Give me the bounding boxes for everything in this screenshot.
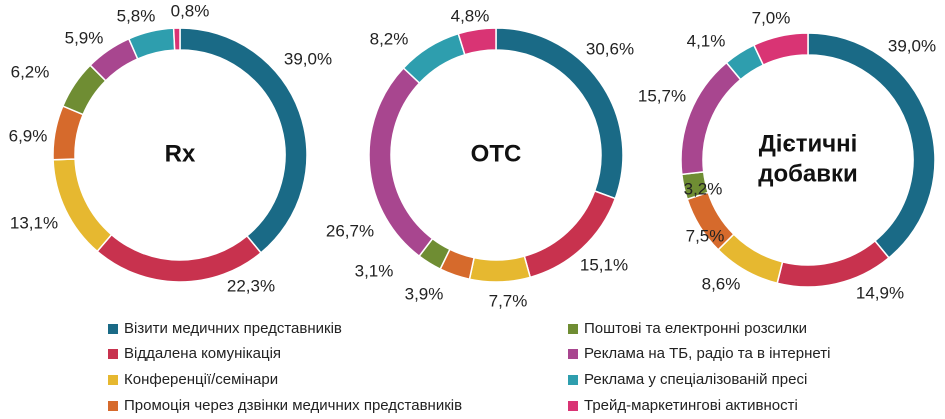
legend-item-trade-marketing: Трейд-маркетингові активності (568, 397, 798, 414)
legend-item-conferences: Конференції/семінари (108, 371, 278, 388)
donut-slice (52, 158, 113, 253)
data-label: 4,8% (451, 6, 490, 25)
data-label: 8,6% (702, 274, 741, 293)
legend-swatch (108, 323, 118, 334)
data-label: 3,1% (355, 261, 394, 280)
data-label: 6,9% (9, 126, 48, 145)
data-label: 3,2% (684, 179, 723, 198)
legend-swatch (568, 323, 578, 334)
legend-swatch (108, 348, 118, 359)
donut-slice (52, 105, 85, 161)
legend-label: Промоція через дзвінки медичних представ… (124, 397, 463, 414)
data-label: 0,8% (171, 1, 210, 20)
data-label: 39,0% (284, 49, 332, 68)
legend-label: Реклама у спеціалізованій пресі (584, 371, 808, 388)
legend-swatch (568, 400, 578, 411)
data-label: 13,1% (10, 213, 58, 232)
chart-title: Дієтичні (759, 130, 858, 157)
data-label: 7,0% (752, 8, 791, 27)
donut-slice (468, 255, 532, 283)
chart-title: Rx (165, 140, 196, 167)
data-label: 15,1% (580, 255, 628, 274)
data-label: 3,9% (405, 284, 444, 303)
legend-item-specialized-press: Реклама у спеціалізованій пресі (568, 371, 807, 388)
legend-item-tv-radio-internet: Реклама на ТБ, радіо та в інтернеті (568, 345, 830, 362)
data-label: 15,7% (638, 86, 686, 105)
donut-slice (752, 32, 809, 66)
legend-label: Конференції/семінари (124, 371, 279, 388)
data-label: 6,2% (11, 62, 50, 81)
legend-label: Віддалена комунікація (124, 345, 282, 362)
donut-chart-3: 39,0% 14,9% 8,6% 7,5% 3,2% 15,7% 4,1% 7,0% Дієти… (638, 8, 936, 302)
data-label: 30,6% (586, 39, 634, 58)
donut-slice (127, 27, 176, 60)
donut-slice (96, 233, 263, 283)
data-label: 5,8% (117, 6, 156, 25)
donut-chart-2: 30,6% 15,1% 7,7% 3,9% 3,1% 26,7% 8,2% 4,8% OTC (326, 6, 634, 310)
legend-label: Візити медичних представників (124, 320, 342, 337)
data-label: 8,2% (370, 29, 409, 48)
donut-slice (368, 66, 434, 258)
legend-swatch (108, 400, 118, 411)
data-label: 14,9% (856, 283, 904, 302)
donut-slice (457, 27, 497, 56)
legend-item-rep-calls: Промоція через дзвінки медичних представ… (108, 397, 462, 414)
donut-slice (680, 61, 742, 176)
legend-swatch (568, 374, 578, 385)
data-label: 39,0% (888, 36, 936, 55)
legend-item-remote-communication: Віддалена комунікація (108, 345, 281, 362)
data-label: 4,1% (687, 31, 726, 50)
legend-label: Реклама на ТБ, радіо та в інтернеті (584, 345, 831, 362)
legend-item-medical-reps: Візити медичних представників (108, 320, 342, 337)
data-label: 5,9% (65, 28, 104, 47)
legend-swatch (108, 374, 118, 385)
donut-slice (172, 27, 181, 51)
data-label: 7,7% (489, 291, 528, 310)
data-label: 22,3% (227, 276, 275, 295)
legend-label: Поштові та електронні розсилки (584, 320, 807, 337)
legend-swatch (568, 348, 578, 359)
data-label: 26,7% (326, 221, 374, 240)
donut-slice (402, 32, 466, 85)
legend-label: Трейд-маркетингові активності (584, 397, 798, 414)
donut-charts: 39,0% 22,3% 13,1% 6,9% 6,2% 5,9% 5,8% 0,8% Rx 30,… (9, 1, 936, 310)
donut-slice (776, 239, 891, 288)
legend-item-mailings: Поштові та електронні розсилки (568, 320, 807, 337)
data-label: 7,5% (686, 226, 725, 245)
chart-title: OTC (471, 140, 522, 167)
chart-title: добавки (758, 160, 858, 187)
donut-chart-1: 39,0% 22,3% 13,1% 6,9% 6,2% 5,9% 5,8% 0,8% Rx (9, 1, 332, 295)
